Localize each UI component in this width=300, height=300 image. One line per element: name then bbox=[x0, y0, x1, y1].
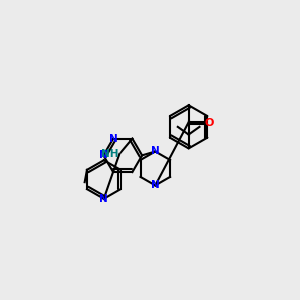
Text: N: N bbox=[151, 180, 160, 190]
Text: N: N bbox=[99, 194, 108, 204]
Text: N: N bbox=[151, 146, 160, 157]
Text: N: N bbox=[109, 134, 117, 144]
Text: N: N bbox=[99, 150, 108, 160]
Text: NH: NH bbox=[101, 149, 118, 159]
Text: O: O bbox=[205, 118, 214, 128]
